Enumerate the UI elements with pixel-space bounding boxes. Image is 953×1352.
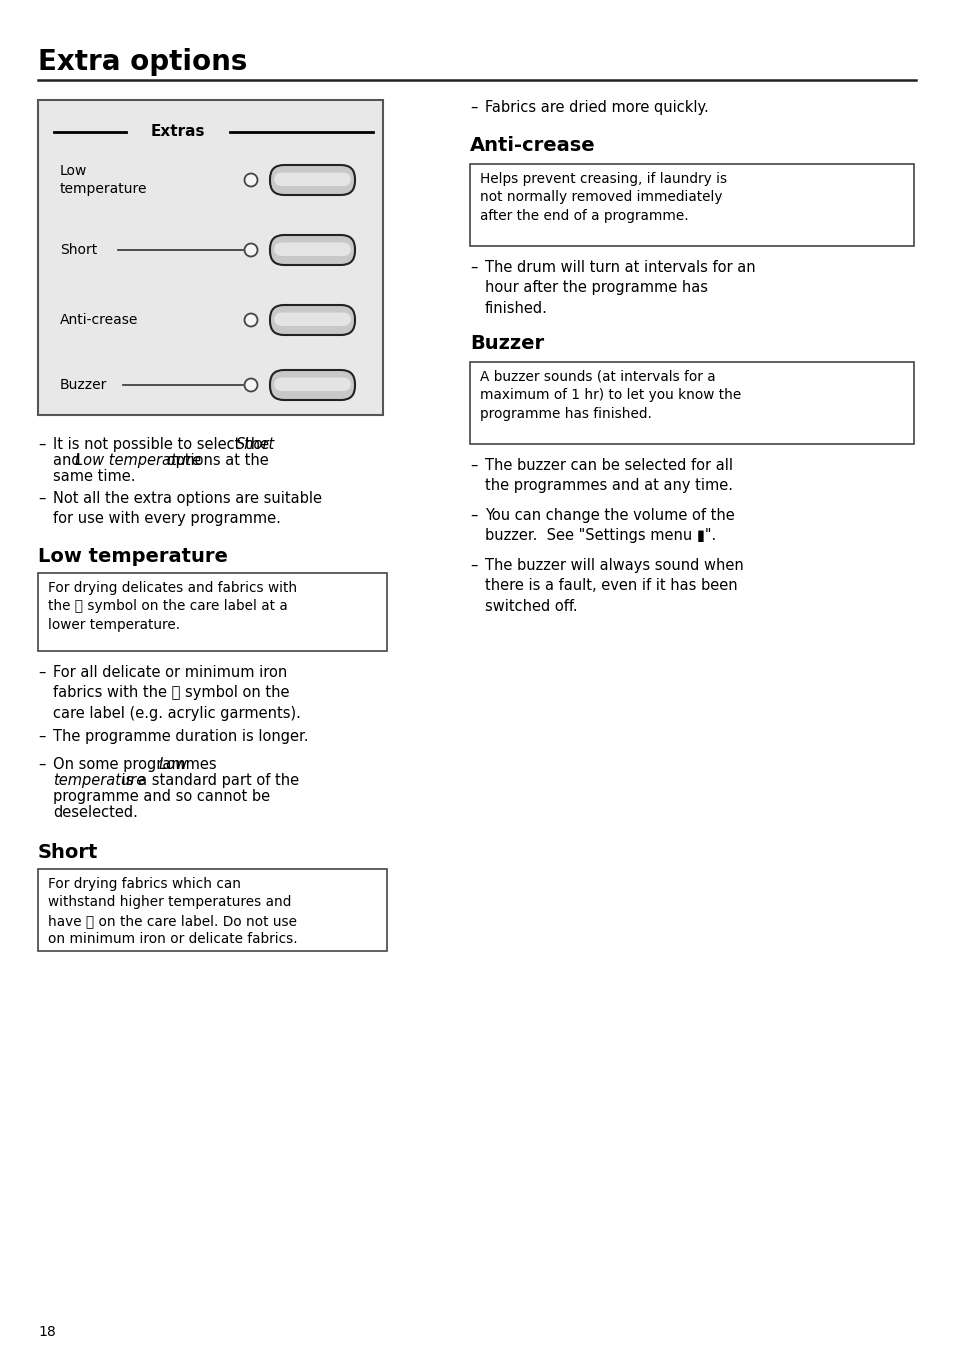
Text: Low temperature: Low temperature (38, 548, 228, 566)
FancyBboxPatch shape (38, 100, 382, 415)
Text: A buzzer sounds (at intervals for a
maximum of 1 hr) to let you know the
program: A buzzer sounds (at intervals for a maxi… (479, 370, 740, 420)
Text: On some programmes: On some programmes (53, 757, 221, 772)
Circle shape (244, 243, 257, 257)
Text: Low: Low (158, 757, 188, 772)
Text: –: – (38, 757, 46, 772)
Text: The buzzer can be selected for all
the programmes and at any time.: The buzzer can be selected for all the p… (484, 458, 732, 493)
Text: Helps prevent creasing, if laundry is
not normally removed immediately
after the: Helps prevent creasing, if laundry is no… (479, 172, 726, 223)
FancyBboxPatch shape (470, 362, 913, 443)
Circle shape (244, 314, 257, 326)
Text: For drying delicates and fabrics with
the ⓨ symbol on the care label at a
lower : For drying delicates and fabrics with th… (48, 581, 296, 631)
Text: For all delicate or minimum iron
fabrics with the ⓨ symbol on the
care label (e.: For all delicate or minimum iron fabrics… (53, 665, 300, 721)
Text: –: – (38, 729, 46, 744)
Text: 18: 18 (38, 1325, 55, 1338)
Circle shape (244, 173, 257, 187)
Text: –: – (38, 491, 46, 506)
Text: is a standard part of the: is a standard part of the (117, 773, 299, 788)
Text: The programme duration is longer.: The programme duration is longer. (53, 729, 308, 744)
Text: You can change the volume of the
buzzer.  See "Settings menu ▮".: You can change the volume of the buzzer.… (484, 508, 734, 544)
FancyBboxPatch shape (274, 173, 351, 187)
Text: programme and so cannot be: programme and so cannot be (53, 790, 270, 804)
FancyBboxPatch shape (274, 377, 351, 391)
FancyBboxPatch shape (38, 573, 387, 652)
Text: –: – (38, 665, 46, 680)
Text: and: and (53, 453, 85, 468)
Text: Low
temperature: Low temperature (60, 165, 148, 196)
Text: Buzzer: Buzzer (60, 379, 108, 392)
FancyBboxPatch shape (274, 312, 351, 326)
Text: Short: Short (38, 844, 98, 863)
Text: –: – (470, 458, 476, 473)
Text: Short: Short (60, 243, 97, 257)
Text: Low temperature: Low temperature (75, 453, 201, 468)
Text: For drying fabrics which can
withstand higher temperatures and
have ⓨ on the car: For drying fabrics which can withstand h… (48, 877, 297, 946)
Text: Buzzer: Buzzer (470, 334, 543, 353)
Text: The drum will turn at intervals for an
hour after the programme has
finished.: The drum will turn at intervals for an h… (484, 260, 755, 316)
FancyBboxPatch shape (270, 306, 355, 335)
Text: deselected.: deselected. (53, 804, 138, 821)
Text: Anti-crease: Anti-crease (60, 314, 138, 327)
FancyBboxPatch shape (38, 869, 387, 950)
Text: options at the: options at the (162, 453, 269, 468)
Text: temperature: temperature (53, 773, 145, 788)
Text: Not all the extra options are suitable
for use with every programme.: Not all the extra options are suitable f… (53, 491, 322, 526)
Text: Short: Short (236, 437, 275, 452)
Text: same time.: same time. (53, 469, 135, 484)
Text: Fabrics are dried more quickly.: Fabrics are dried more quickly. (484, 100, 708, 115)
FancyBboxPatch shape (470, 164, 913, 246)
Text: –: – (470, 508, 476, 523)
Text: Anti-crease: Anti-crease (470, 137, 595, 155)
Text: –: – (470, 260, 476, 274)
Text: –: – (470, 100, 476, 115)
FancyBboxPatch shape (274, 242, 351, 256)
Text: –: – (470, 558, 476, 573)
FancyBboxPatch shape (270, 370, 355, 400)
Text: Extra options: Extra options (38, 49, 247, 76)
Text: Extras: Extras (151, 124, 205, 139)
FancyBboxPatch shape (270, 235, 355, 265)
Circle shape (244, 379, 257, 392)
Text: –: – (38, 437, 46, 452)
Text: It is not possible to select the: It is not possible to select the (53, 437, 274, 452)
FancyBboxPatch shape (270, 165, 355, 195)
Text: The buzzer will always sound when
there is a fault, even if it has been
switched: The buzzer will always sound when there … (484, 558, 743, 614)
